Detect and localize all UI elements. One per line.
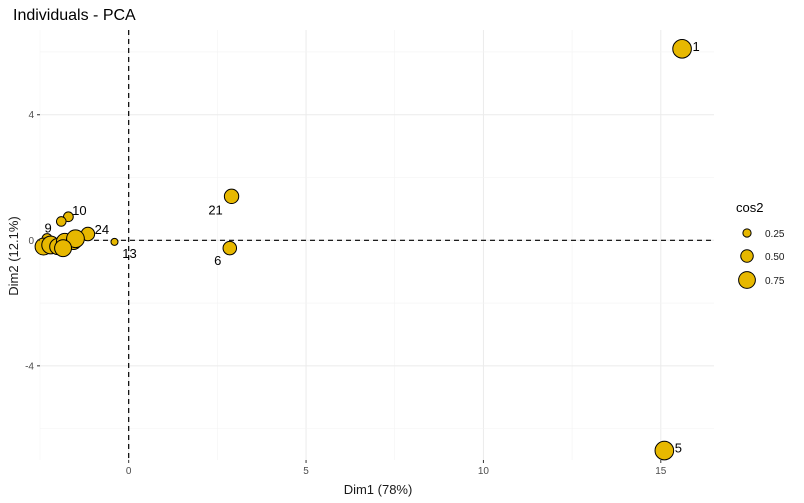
x-tick-label: 15 (655, 466, 667, 477)
grid (40, 30, 714, 460)
point-label: 10 (72, 203, 86, 218)
data-point (655, 441, 674, 460)
x-tick-label: 5 (303, 466, 309, 477)
legend-label: 0.25 (765, 229, 785, 240)
point-labels: 1 5 21 6 10 9 24 13 (44, 39, 699, 456)
data-point (223, 241, 237, 255)
x-tick-label: 0 (126, 466, 132, 477)
point-label: 21 (208, 202, 222, 217)
legend-key-circle (743, 229, 751, 237)
x-axis-title: Dim1 (78%) (344, 482, 413, 497)
chart-title: Individuals - PCA (13, 7, 136, 24)
legend-label: 0.50 (765, 252, 785, 263)
point-label: 13 (122, 246, 136, 261)
axis-ticks: 0 5 10 15 -4 0 4 (25, 110, 667, 477)
data-point (673, 40, 692, 59)
y-tick-label: -4 (25, 361, 34, 372)
y-tick-label: 0 (28, 236, 34, 247)
data-point (224, 189, 238, 203)
legend-title: cos2 (736, 200, 763, 215)
data-point (111, 238, 118, 245)
data-point (55, 240, 72, 257)
point-label: 1 (692, 39, 699, 54)
legend: cos2 0.25 0.50 0.75 (736, 200, 785, 288)
point-label: 5 (675, 441, 682, 456)
y-axis-title: Dim2 (12.1%) (6, 216, 21, 295)
legend-key-circle (739, 272, 756, 289)
point-label: 6 (214, 253, 221, 268)
data-point (56, 217, 66, 227)
x-tick-label: 10 (478, 466, 490, 477)
point-label: 24 (95, 222, 109, 237)
y-tick-label: 4 (28, 110, 34, 121)
reference-lines (40, 30, 714, 460)
point-label: 9 (44, 221, 51, 236)
legend-key-circle (741, 250, 754, 263)
legend-label: 0.75 (765, 276, 785, 287)
